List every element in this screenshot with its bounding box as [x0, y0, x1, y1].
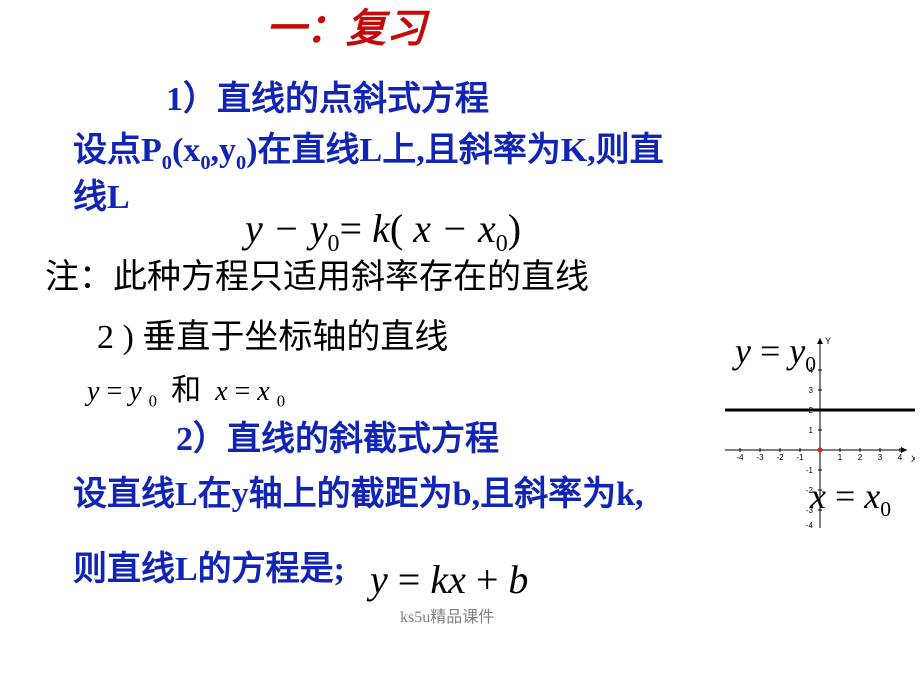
heading-1: 1）直线的点斜式方程 — [166, 80, 489, 121]
sentence-p0-prefix: 设点P — [73, 132, 162, 169]
equation-slope-intercept: y = kx + b — [370, 556, 528, 604]
sentence-intercept: 设直线L在y轴上的截距为b,且斜率为k, — [73, 475, 644, 516]
svg-text:-4: -4 — [806, 521, 814, 530]
svg-text:4: 4 — [809, 366, 814, 375]
svg-text:3: 3 — [809, 386, 814, 395]
heading-2: 2）直线的斜截式方程 — [176, 420, 499, 461]
note-overlap: 注：此种方程只适用斜率存在的直线 — [45, 258, 589, 299]
svg-text:-1: -1 — [796, 453, 804, 462]
eq-axes-small: y = y 0 和 x = x 0 — [87, 373, 285, 409]
svg-text:1: 1 — [838, 453, 843, 462]
coordinate-graph: -4 -3 -2 -1 1 2 3 4 1 2 3 4 -1 -2 -3 -4 … — [725, 330, 915, 530]
svg-text:-1: -1 — [806, 466, 814, 475]
svg-text:2: 2 — [858, 453, 863, 462]
main-title: 一：复习 — [266, 5, 426, 53]
svg-text:-2: -2 — [776, 453, 784, 462]
svg-text:-4: -4 — [736, 453, 744, 462]
svg-text:4: 4 — [898, 453, 903, 462]
svg-text:-2: -2 — [806, 486, 814, 495]
svg-text:X: X — [911, 454, 915, 464]
item-2: 2 ) 垂直于坐标轴的直线 — [97, 318, 448, 359]
equation-point-slope: y − y0= k( x − x0) — [245, 205, 521, 253]
sentence-p0: 设点P0(x0,y0)在直线L上,且斜率为K,则直 — [73, 131, 664, 172]
sentence-result: 则直线L的方程是; — [73, 550, 345, 591]
svg-text:-3: -3 — [806, 506, 814, 515]
footer-label: ks5u精品课件 — [400, 608, 494, 627]
svg-text:Y: Y — [825, 336, 831, 346]
svg-text:1: 1 — [809, 426, 814, 435]
svg-text:-3: -3 — [756, 453, 764, 462]
svg-text:3: 3 — [878, 453, 883, 462]
sentence-lineL: 线L — [73, 178, 130, 219]
and-label: 和 — [171, 374, 201, 407]
sentence-p0-after: 在直线L上,且斜率为K,则直 — [258, 132, 664, 169]
